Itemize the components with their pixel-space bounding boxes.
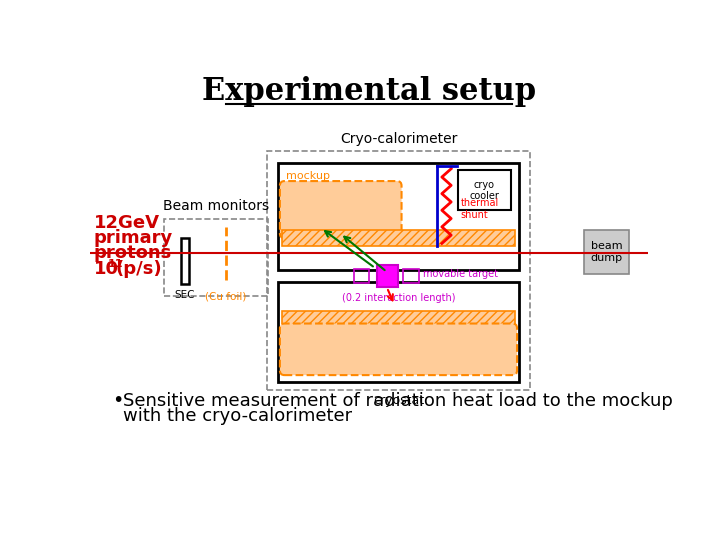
Text: (p/s): (p/s) <box>116 260 162 278</box>
Bar <box>403 269 418 283</box>
Text: cryo
cooler: cryo cooler <box>469 179 500 201</box>
Text: 10: 10 <box>94 260 119 278</box>
Bar <box>279 163 518 271</box>
Text: cryostat: cryostat <box>373 394 424 407</box>
Text: (Cu foil): (Cu foil) <box>205 291 246 301</box>
Text: •: • <box>112 391 123 410</box>
Bar <box>279 282 518 382</box>
Bar <box>354 269 369 283</box>
Bar <box>181 238 189 284</box>
Text: Sensitive measurement of radiation heat load to the mockup: Sensitive measurement of radiation heat … <box>122 392 672 409</box>
Text: Experimental setup: Experimental setup <box>202 76 536 107</box>
FancyBboxPatch shape <box>280 323 517 375</box>
Bar <box>163 219 269 296</box>
Bar <box>282 231 515 246</box>
Text: movable target: movable target <box>423 269 498 279</box>
Text: thermal
shunt: thermal shunt <box>461 198 499 220</box>
FancyBboxPatch shape <box>280 181 402 238</box>
Text: beam
dump: beam dump <box>591 241 623 263</box>
Text: Beam monitors: Beam monitors <box>163 199 269 213</box>
Text: protons: protons <box>94 245 172 262</box>
Text: with the cryo-calorimeter: with the cryo-calorimeter <box>122 407 351 425</box>
Bar <box>377 265 398 287</box>
Bar <box>266 151 530 390</box>
Bar <box>282 311 515 327</box>
Text: Cryo-calorimeter: Cryo-calorimeter <box>340 132 457 146</box>
Text: 12GeV: 12GeV <box>94 214 160 232</box>
Bar <box>585 230 629 274</box>
Text: 11: 11 <box>108 259 123 269</box>
Text: SEC: SEC <box>174 289 195 300</box>
Text: primary: primary <box>94 229 173 247</box>
Text: (0.2 interaction length): (0.2 interaction length) <box>342 293 455 303</box>
Bar <box>458 170 510 211</box>
Text: mockup: mockup <box>286 172 330 181</box>
